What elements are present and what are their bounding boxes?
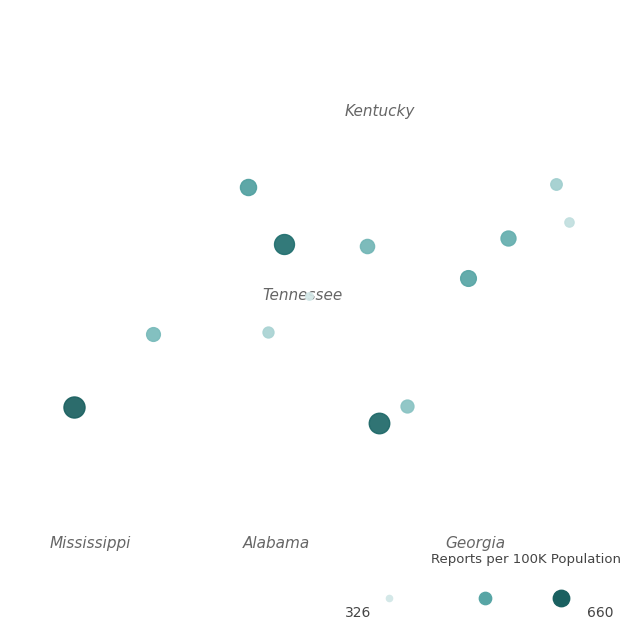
Point: [463, 273, 473, 283]
Point: [279, 239, 289, 249]
Point: [242, 182, 253, 192]
Point: [402, 401, 412, 411]
Text: Mississippi: Mississippi: [50, 536, 131, 551]
Point: [69, 402, 79, 412]
Point: [503, 233, 513, 243]
Text: Tennessee: Tennessee: [262, 288, 342, 303]
Point: [556, 593, 566, 603]
Point: [564, 217, 574, 227]
Point: [480, 593, 491, 603]
Point: [361, 241, 372, 251]
Point: [374, 418, 384, 428]
Point: [148, 329, 158, 339]
Point: [263, 327, 273, 337]
Text: 326: 326: [345, 606, 372, 620]
Text: Alabama: Alabama: [243, 536, 310, 551]
Text: Kentucky: Kentucky: [344, 104, 415, 120]
Text: Reports per 100K Population: Reports per 100K Population: [431, 553, 621, 566]
Text: Georgia: Georgia: [446, 536, 506, 551]
Point: [384, 593, 394, 603]
Point: [304, 290, 314, 300]
Text: 660: 660: [587, 606, 613, 620]
Point: [550, 179, 561, 189]
